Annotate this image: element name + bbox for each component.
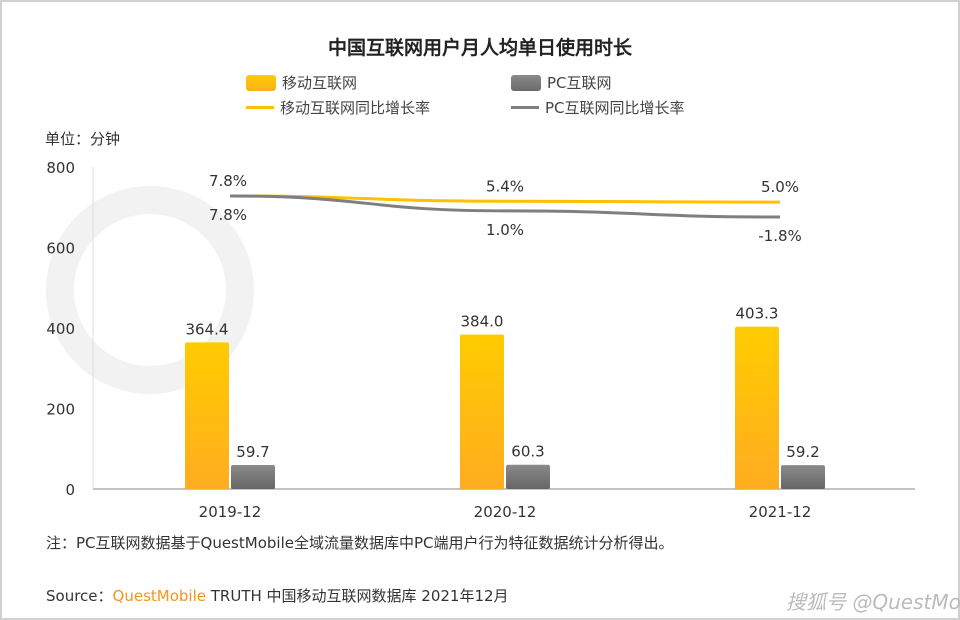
legend-pc: PC互联网 [511, 72, 612, 93]
line-pc-growth [229, 194, 781, 219]
line-data-label: 1.0% [486, 221, 524, 239]
bar-mobile [460, 334, 504, 489]
bar-mobile [735, 326, 779, 489]
y-tick-label: 400 [46, 320, 75, 338]
unit-label: 单位：分钟 [45, 130, 121, 148]
bar-data-label: 59.7 [236, 443, 269, 461]
x-tick-label: 2020-12 [474, 503, 537, 521]
source-rest: TRUTH 中国移动互联网数据库 2021年12月 [205, 587, 509, 605]
legend-mobile: 移动互联网 [246, 72, 357, 93]
y-tick-label: 800 [46, 159, 75, 177]
source-brand: QuestMobile [112, 587, 206, 605]
line-data-label: 5.0% [761, 178, 799, 196]
bar-pc [506, 464, 550, 489]
line-data-label: 5.4% [486, 177, 524, 195]
chart-title: 中国互联网用户月人均单日使用时长 [327, 37, 632, 59]
watermark-logo-ring [46, 186, 254, 394]
y-tick-label: 0 [65, 481, 75, 499]
bar-data-label: 403.3 [736, 305, 779, 323]
bar-data-label: 384.0 [461, 312, 504, 330]
x-tick-label: 2021-12 [749, 503, 812, 521]
source-line: Source：QuestMobile TRUTH 中国移动互联网数据库 2021… [46, 585, 509, 606]
y-tick-label: 200 [46, 401, 75, 419]
bar-data-label: 60.3 [511, 443, 544, 461]
source-prefix: Source： [46, 587, 113, 605]
credit-watermark: 搜狐号 @QuestMobile [786, 590, 960, 614]
legend-label: 移动互联网 [282, 74, 358, 92]
bar-pc [231, 464, 275, 489]
line-mobile-growth [229, 194, 781, 204]
legend-pc-growth: PC互联网同比增长率 [511, 97, 685, 118]
legend-label: PC互联网 [547, 74, 612, 92]
line-data-label: -1.8% [758, 227, 802, 245]
legend-swatch-line [246, 106, 274, 109]
bar-pc [781, 465, 825, 489]
y-tick-label: 600 [46, 240, 75, 258]
bar-data-label: 364.4 [186, 320, 229, 338]
legend-swatch-pc [511, 74, 541, 91]
footnote: 注：PC互联网数据基于QuestMobile全域流量数据库中PC端用户行为特征数… [46, 534, 674, 552]
line-data-label: 7.8% [209, 172, 247, 190]
legend-label: PC互联网同比增长率 [545, 99, 685, 117]
legend-mobile-growth: 移动互联网同比增长率 [246, 97, 430, 118]
bar-data-label: 59.2 [786, 443, 819, 461]
legend-swatch-line [511, 106, 539, 109]
x-tick-label: 2019-12 [199, 503, 262, 521]
bar-mobile [185, 342, 229, 489]
legend-swatch-mobile [246, 74, 276, 91]
line-data-label: 7.8% [209, 206, 247, 224]
legend-label: 移动互联网同比增长率 [280, 99, 431, 117]
